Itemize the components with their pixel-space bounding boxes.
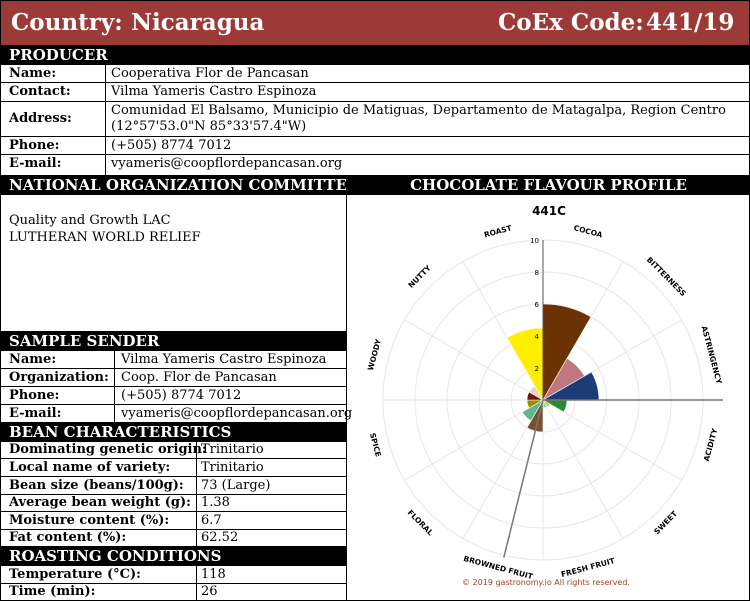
producer-address-line2: (12°57'53.0"N 85°33'57.4"W) (111, 119, 307, 134)
bean-divider (196, 441, 197, 546)
bean-row: Average bean weight (g): 1.38 (1, 494, 346, 512)
bean-value: Trinitario (201, 442, 264, 457)
chart-bar (521, 399, 544, 422)
sender-org-row: Organization: Coop. Flor de Pancasan (1, 369, 346, 387)
chart-axes: 2 4 6 8 10 (503, 237, 723, 558)
category-label: ACIDITY (702, 427, 720, 462)
bean-label: Moisture content (%): (9, 513, 170, 528)
roasting-label: Temperature (°C): (9, 567, 141, 582)
producer-contact-row: Contact: Vilma Yameris Castro Espinoza (1, 83, 749, 102)
category-label: ASTRINGENCY (700, 325, 724, 386)
flavour-title: CHOCOLATE FLAVOUR PROFILE (348, 175, 749, 195)
producer-phone-row: Phone: (+505) 8774 7012 (1, 137, 749, 155)
grid-spoke (542, 399, 682, 481)
bean-label: Bean size (beans/100g): (9, 478, 184, 493)
category-label: COCOA (573, 223, 604, 239)
sender-title: SAMPLE SENDER (1, 331, 346, 351)
producer-contact-label: Contact: (9, 84, 71, 99)
sender-divider (114, 351, 115, 423)
roasting-title: ROASTING CONDITIONS (1, 546, 346, 566)
producer-phone-value: (+505) 8774 7012 (111, 138, 232, 153)
radial-tick-label: 6 (535, 301, 540, 309)
bean-value: 62.52 (201, 530, 239, 545)
bean-row: Fat content (%): 62.52 (1, 529, 346, 547)
producer-name-label: Name: (9, 66, 57, 81)
roasting-label: Time (min): (9, 584, 96, 599)
bean-row: Local name of variety: Trinitario (1, 459, 346, 477)
axis-line (503, 399, 544, 558)
sender-phone-row: Phone: (+505) 8774 7012 (1, 387, 346, 405)
producer-address-label: Address: (9, 111, 72, 126)
category-label: FRESH FRUIT (560, 556, 617, 579)
bean-value: Trinitario (201, 460, 264, 475)
producer-phone-label: Phone: (9, 138, 60, 153)
bean-title: BEAN CHARACTERISTICS (1, 422, 346, 442)
roasting-value: 26 (201, 584, 218, 599)
flavour-polar-chart: 441C 2 4 6 8 10 COCOA BITTERNESS ASTRINGENCY AC… (366, 204, 724, 587)
sender-name-row: Name: Vilma Yameris Castro Espinoza (1, 351, 346, 369)
producer-email-row: E-mail: vyameris@coopflordepancasan.org (1, 155, 749, 175)
grid-spoke (404, 399, 544, 481)
coex-label: CoEx Code: (498, 9, 644, 36)
producer-name-value: Cooperativa Flor de Pancasan (111, 66, 309, 81)
category-label: SPICE (368, 432, 383, 458)
sender-name-value: Vilma Yameris Castro Espinoza (121, 352, 327, 367)
roasting-divider (196, 566, 197, 600)
bean-row: Bean size (beans/100g): 73 (Large) (1, 477, 346, 495)
grid-spoke (404, 319, 544, 401)
producer-email-value: vyameris@coopflordepancasan.org (111, 156, 343, 171)
producer-divider (105, 65, 106, 175)
radial-tick-label: 8 (535, 269, 539, 277)
sender-org-value: Coop. Flor de Pancasan (121, 370, 277, 385)
copyright-note: © 2019 gastronomy.io All rights reserved… (462, 578, 630, 587)
header-bar: Country: Nicaragua CoEx Code: 441/19 (1, 1, 749, 45)
bean-label: Average bean weight (g): (9, 495, 191, 510)
chart-title: 441C (532, 204, 566, 218)
category-label: BITTERNESS (645, 255, 688, 298)
roasting-row: Time (min): 26 (1, 583, 346, 601)
committee-line1: Quality and Growth LAC (9, 213, 171, 228)
grid-spoke (542, 399, 624, 539)
roasting-row: Temperature (°C): 118 (1, 566, 346, 584)
bean-row: Moisture content (%): 6.7 (1, 512, 346, 530)
sender-phone-value: (+505) 8774 7012 (121, 388, 242, 403)
producer-contact-value: Vilma Yameris Castro Espinoza (111, 84, 317, 99)
sender-phone-label: Phone: (9, 388, 60, 403)
producer-name-row: Name: Cooperativa Flor de Pancasan (1, 65, 749, 83)
chart-bars (506, 303, 600, 433)
producer-email-label: E-mail: (9, 156, 62, 171)
bean-value: 1.38 (201, 495, 230, 510)
sender-email-label: E-mail: (9, 406, 62, 421)
category-label: FLORAL (406, 508, 435, 537)
producer-title: PRODUCER (1, 45, 749, 65)
sender-org-label: Organization: (9, 370, 109, 385)
bean-label: Local name of variety: (9, 460, 171, 475)
category-label: NUTTY (406, 263, 433, 290)
coex-value: 441/19 (646, 9, 735, 36)
country-label: Country: (11, 9, 123, 36)
sender-name-label: Name: (9, 352, 57, 367)
category-label: WOODY (366, 338, 383, 372)
column-divider (346, 175, 347, 600)
sender-email-row: E-mail: vyameris@coopflordepancasan.org (1, 405, 352, 423)
bean-row: Dominating genetic origin: Trinitario (1, 441, 346, 459)
producer-address-row: Address: Comunidad El Balsamo, Municipio… (1, 102, 749, 137)
country-value: Nicaragua (131, 9, 265, 36)
roasting-value: 118 (201, 567, 226, 582)
radial-tick-label: 2 (535, 365, 539, 373)
bean-value: 73 (Large) (201, 478, 271, 493)
bean-value: 6.7 (201, 513, 222, 528)
bean-label: Dominating genetic origin: (9, 442, 207, 457)
category-label: ROAST (483, 223, 513, 239)
radial-tick-label: 4 (535, 333, 540, 341)
bean-label: Fat content (%): (9, 530, 127, 545)
committee-line2: LUTHERAN WORLD RELIEF (9, 230, 201, 245)
sender-email-value: vyameris@coopflordepancasan.org (121, 406, 353, 421)
radial-tick-label: 10 (530, 237, 539, 245)
producer-address-line1: Comunidad El Balsamo, Municipio de Matig… (111, 103, 726, 118)
